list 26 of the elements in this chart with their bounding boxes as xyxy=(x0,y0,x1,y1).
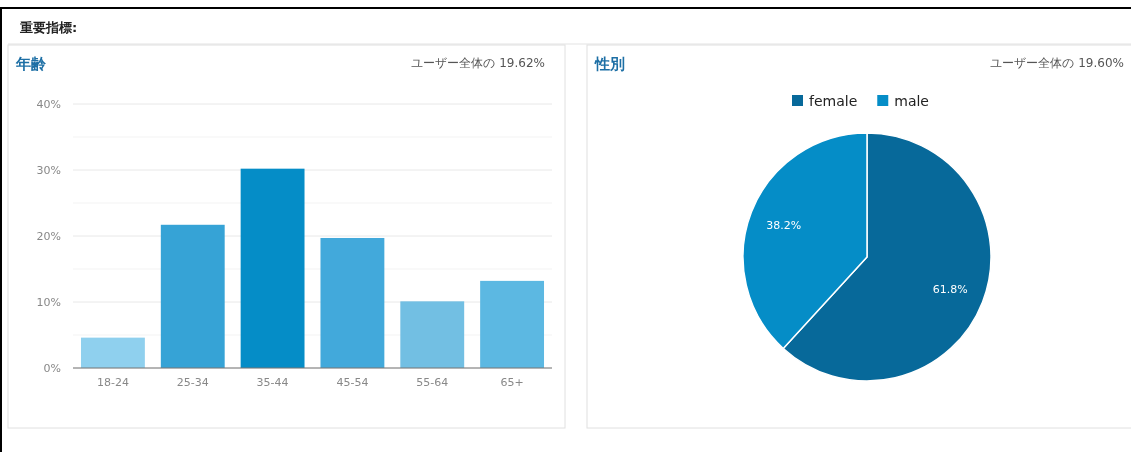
text: ユーザー全体の 19.60% xyxy=(990,56,1124,70)
legend-label: male xyxy=(894,93,929,109)
bar xyxy=(320,237,385,368)
chart-title: 年齢 xyxy=(15,55,47,73)
x-tick-label: 65+ xyxy=(500,376,524,389)
text: 重要指標: xyxy=(19,20,78,35)
x-tick-label: 25-34 xyxy=(176,376,209,389)
x-tick-label: 18-24 xyxy=(96,376,129,389)
x-tick-label: 55-64 xyxy=(416,376,449,389)
legend-label: female xyxy=(809,93,858,109)
x-tick-label: 35-44 xyxy=(256,376,289,389)
data-label: 38.2% xyxy=(766,218,802,232)
data-label: 61.8% xyxy=(932,283,968,297)
y-tick-label: 30% xyxy=(36,164,61,177)
y-tick-label: 40% xyxy=(36,98,61,111)
bar xyxy=(160,224,225,368)
bar xyxy=(480,280,545,368)
x-tick-label: 45-54 xyxy=(336,376,369,389)
text: ユーザー全体の 19.62% xyxy=(411,56,545,70)
bar xyxy=(80,337,145,368)
bar xyxy=(240,168,305,368)
text: 性別 xyxy=(594,55,625,73)
y-tick-label: 0% xyxy=(43,362,61,375)
y-tick-label: 10% xyxy=(36,296,61,309)
bar xyxy=(400,301,465,368)
y-tick-label: 20% xyxy=(36,230,61,243)
